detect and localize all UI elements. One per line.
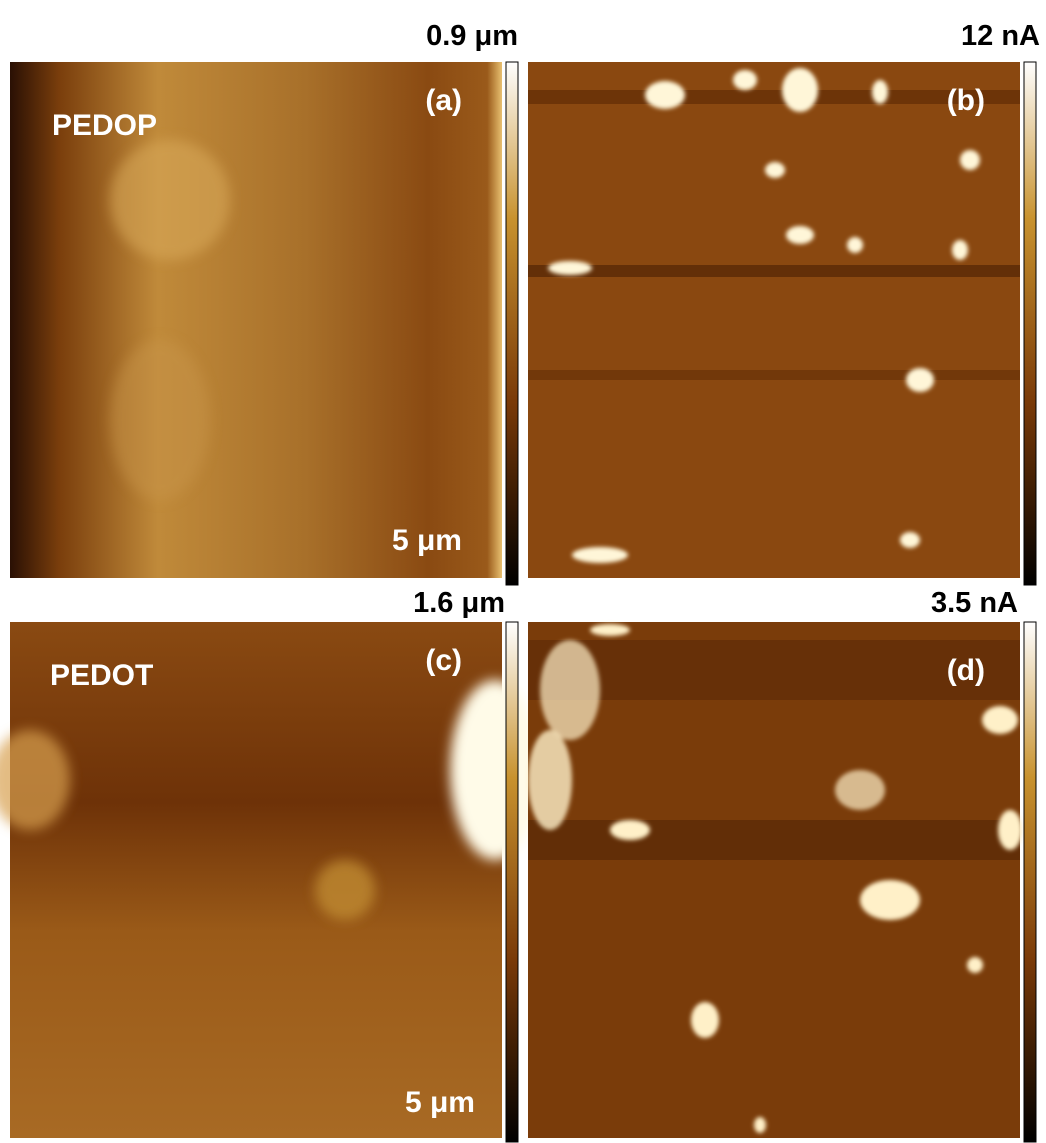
color-bar (506, 622, 518, 1142)
afm-image (528, 62, 1020, 578)
sample-name: PEDOP (52, 109, 157, 142)
color-bar (506, 62, 518, 585)
panel-label: (d) (947, 654, 985, 687)
feature (110, 340, 210, 500)
scan-band (528, 820, 1020, 860)
figure: 0.9 μm (a) PEDOP 5 μm 12 nA (b) 1.6 μm (… (0, 0, 1046, 1143)
panel-b: 12 nA (b) (528, 20, 1040, 585)
scale-bar: 5 μm (392, 524, 462, 557)
scan-line (528, 265, 1020, 277)
panel-c: 1.6 μm (c) PEDOT 5 μm (0, 587, 540, 1142)
panel-label: (c) (425, 644, 462, 677)
color-bar (1024, 62, 1036, 585)
feature (450, 680, 540, 860)
scan-line (528, 370, 1020, 380)
scale-max: 12 nA (961, 20, 1040, 52)
scale-max: 0.9 μm (426, 20, 518, 52)
feature (315, 860, 375, 920)
panel-a: 0.9 μm (a) PEDOP 5 μm (10, 20, 518, 585)
panel-label: (a) (425, 84, 462, 117)
color-bar (1024, 622, 1036, 1142)
scale-max: 3.5 nA (931, 587, 1018, 619)
afm-image (10, 622, 502, 1138)
panel-d: 3.5 nA (d) (528, 587, 1036, 1142)
feature (110, 140, 230, 260)
panel-label: (b) (947, 84, 985, 117)
sample-name: PEDOT (50, 659, 153, 692)
scale-bar: 5 μm (405, 1086, 475, 1119)
scale-max: 1.6 μm (413, 587, 505, 619)
